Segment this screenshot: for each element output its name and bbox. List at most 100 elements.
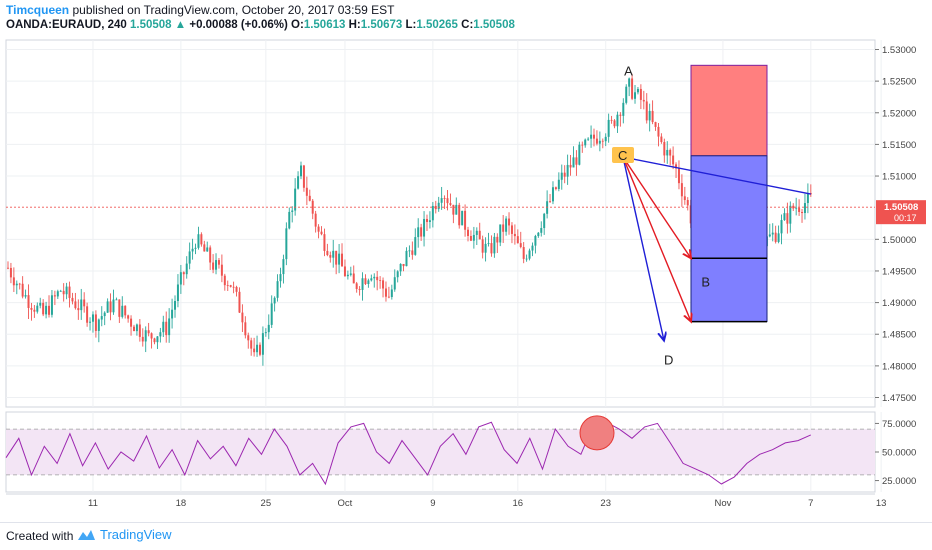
- candle-body: [132, 326, 135, 332]
- candle-body: [423, 218, 426, 237]
- candle-body: [320, 231, 323, 235]
- candle-body: [115, 299, 118, 301]
- candle-body: [595, 138, 598, 144]
- candle-body: [168, 318, 171, 336]
- candle-body: [437, 202, 440, 210]
- candle-body: [15, 283, 18, 286]
- candle-body: [446, 198, 449, 204]
- candle-body: [335, 250, 338, 265]
- time-tick-label: 13: [876, 498, 887, 509]
- chart-header: Timcqueen published on TradingView.com, …: [0, 0, 932, 36]
- candle-body: [481, 239, 484, 253]
- red-arrow-low: [622, 156, 691, 322]
- candle-body: [777, 233, 780, 242]
- candle-body: [560, 172, 563, 180]
- candle-body: [771, 232, 774, 235]
- candle-body: [487, 243, 490, 244]
- time-tick-label: Oct: [338, 498, 353, 509]
- candle-body: [475, 230, 478, 235]
- candle-body: [557, 179, 560, 190]
- candle-body: [273, 297, 276, 304]
- rsi-band: [6, 429, 875, 475]
- candle-body: [165, 321, 168, 336]
- candle-body: [554, 187, 557, 190]
- candle-body: [642, 99, 645, 102]
- candle-body: [786, 213, 789, 224]
- wave-line-b-c: [623, 157, 811, 195]
- close-value: 1.50508: [473, 19, 515, 31]
- rsi-tick-label: 25.0000: [882, 476, 916, 487]
- candle-body: [645, 101, 648, 121]
- candle-body: [74, 301, 77, 309]
- candle-body: [206, 247, 209, 252]
- candle-body: [516, 236, 519, 244]
- candle-body: [62, 290, 65, 295]
- candle-body: [124, 305, 127, 316]
- candle-body: [467, 229, 470, 237]
- candle-body: [18, 283, 21, 285]
- price-tick-label: 1.47500: [882, 393, 916, 404]
- price-tick-label: 1.48500: [882, 330, 916, 341]
- candle-body: [147, 330, 150, 334]
- change-value: +0.00088 (+0.06%): [189, 19, 288, 31]
- candle-body: [279, 274, 282, 282]
- wave-label-c-badge: [612, 147, 634, 164]
- candle-body: [305, 187, 308, 196]
- candle-body: [672, 155, 675, 165]
- candle-body: [194, 247, 197, 249]
- candle-body: [121, 305, 124, 317]
- candle-body: [405, 250, 408, 267]
- time-tick-label: 23: [600, 498, 611, 509]
- candle-body: [130, 318, 133, 327]
- candle-body: [308, 195, 311, 201]
- price-tick-label: 1.51000: [882, 172, 916, 183]
- candle-body: [7, 267, 9, 269]
- candle-body: [411, 250, 414, 255]
- candle-body: [572, 157, 575, 168]
- candle-body: [472, 234, 475, 241]
- candle-body: [631, 78, 634, 99]
- candle-body: [191, 248, 194, 252]
- candle-body: [138, 324, 141, 337]
- candle-body: [297, 176, 300, 189]
- rsi-tick-label: 75.0000: [882, 419, 916, 430]
- candle-body: [510, 225, 513, 234]
- candle-body: [402, 263, 405, 267]
- publish-line: Timcqueen published on TradingView.com, …: [6, 3, 394, 17]
- last-price: 1.50508: [129, 19, 172, 31]
- chart-area[interactable]: 1.53000 1.52500 1.52000 1.51500 1.51000 1.500…: [0, 36, 932, 522]
- high-value: 1.50673: [360, 19, 403, 31]
- symbol-label: OANDA:EURAUD, 240: [6, 19, 127, 31]
- candle-body: [449, 203, 452, 205]
- candle-body: [598, 140, 601, 144]
- candle-body: [71, 297, 74, 302]
- candle-body: [355, 283, 358, 289]
- low-label: L:: [405, 19, 417, 31]
- candle-body: [329, 255, 332, 258]
- candle-body: [663, 142, 666, 156]
- price-tick-label: 1.48000: [882, 361, 916, 372]
- created-with-label: Created with: [6, 529, 74, 543]
- candle-body: [135, 324, 138, 332]
- candle-body: [513, 233, 516, 237]
- candle-body: [534, 236, 537, 246]
- tradingview-logo[interactable]: TradingView: [76, 527, 172, 542]
- candle-body: [27, 295, 30, 308]
- candle-body: [91, 314, 94, 322]
- candle-body: [267, 324, 270, 333]
- publish-text: published on TradingView.com, October 20…: [69, 3, 395, 17]
- candle-body: [525, 258, 528, 260]
- candle-body: [247, 335, 250, 341]
- author-link[interactable]: Timcqueen: [6, 3, 70, 17]
- wave-label-d: D: [664, 353, 673, 368]
- candle-body: [683, 196, 686, 201]
- candle-body: [464, 210, 467, 230]
- candle-body: [686, 200, 689, 206]
- candle-body: [258, 344, 261, 355]
- candle-body: [540, 228, 543, 233]
- candle-body: [382, 280, 385, 289]
- candle-body: [80, 299, 83, 311]
- time-tick-label: 18: [176, 498, 187, 509]
- candle-body: [795, 207, 798, 209]
- stop-zone-box: [690, 64, 768, 157]
